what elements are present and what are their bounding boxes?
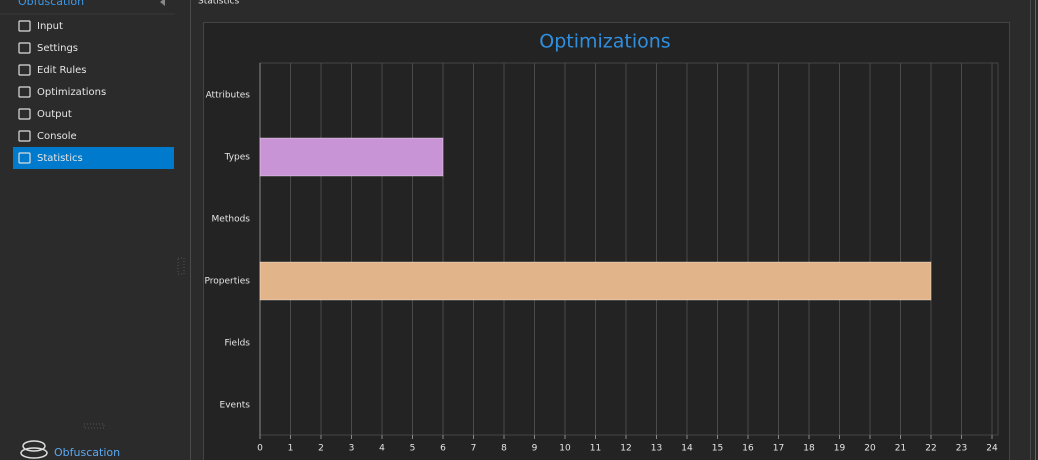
bar xyxy=(259,261,932,301)
sidebar: Obfuscation Obfuscation Input Settings Edi… xyxy=(0,0,185,459)
nav-item[interactable]: Console xyxy=(37,131,77,142)
splitter-grip[interactable] xyxy=(83,423,105,429)
x-tick-label: 9 xyxy=(532,444,538,454)
x-tick-label: 1 xyxy=(288,444,294,454)
logo-icon xyxy=(22,440,46,452)
nav-item[interactable]: Input xyxy=(37,21,63,32)
nav-icon xyxy=(18,86,31,98)
x-tick-label: 5 xyxy=(410,444,416,454)
x-tick-label: 3 xyxy=(349,444,355,454)
logo xyxy=(20,440,48,459)
y-tick-label: Methods xyxy=(212,215,251,225)
x-tick-label: 0 xyxy=(257,444,263,454)
chart-panel xyxy=(203,22,1010,460)
y-tick-label: Properties xyxy=(205,277,251,287)
x-tick-label: 11 xyxy=(590,444,601,454)
nav-icon xyxy=(18,42,31,54)
nav-item[interactable]: Optimizations xyxy=(37,87,106,98)
nav-icon xyxy=(18,108,31,120)
y-tick-label: Fields xyxy=(225,339,251,349)
x-tick-label: 7 xyxy=(471,444,477,454)
nav-icon xyxy=(18,20,31,32)
nav-item[interactable]: Settings xyxy=(37,43,78,54)
x-tick-label: 6 xyxy=(440,444,446,454)
nav-item[interactable]: Statistics xyxy=(37,153,83,164)
group-title: Statistics xyxy=(198,0,239,7)
selection-highlight xyxy=(13,147,174,169)
x-tick-label: 13 xyxy=(651,444,662,454)
group-box xyxy=(190,0,1031,460)
x-tick-label: 10 xyxy=(559,444,571,454)
nav-item[interactable]: Edit Rules xyxy=(37,65,87,76)
y-tick-label: Types xyxy=(224,153,251,163)
sidebar-title: Obfuscation xyxy=(18,0,84,8)
nav-icon xyxy=(18,64,31,76)
x-tick-label: 23 xyxy=(956,444,967,454)
x-tick-label: 12 xyxy=(620,444,631,454)
footer-text: Obfuscation xyxy=(54,446,120,459)
logo-icon xyxy=(20,447,48,459)
chart: 0 1 2 3 4 5 6 7 8 9 10 11 12 13 14 15 16 17 18 19 20 21 22 23 24… xyxy=(205,62,999,454)
y-tick-label: Attributes xyxy=(206,91,251,101)
x-tick-label: 20 xyxy=(864,444,876,454)
x-tick-label: 18 xyxy=(803,444,815,454)
x-tick-label: 8 xyxy=(501,444,507,454)
collapse-arrow[interactable] xyxy=(160,0,165,6)
nav-item[interactable]: Output xyxy=(37,109,72,120)
x-tick-label: 16 xyxy=(742,444,754,454)
nav-icon xyxy=(18,130,31,142)
x-tick-label: 15 xyxy=(712,444,723,454)
x-tick-label: 24 xyxy=(986,444,998,454)
splitter-grip[interactable] xyxy=(177,257,185,275)
x-tick-label: 2 xyxy=(318,444,324,454)
x-tick-label: 19 xyxy=(834,444,846,454)
bar xyxy=(259,137,444,177)
y-tick-label: Events xyxy=(220,401,251,411)
nav-icon xyxy=(18,152,31,164)
x-tick-label: 14 xyxy=(681,444,693,454)
x-tick-label: 17 xyxy=(773,444,784,454)
chart-title: Optimizations xyxy=(539,31,670,53)
x-tick-label: 22 xyxy=(925,444,936,454)
x-tick-label: 21 xyxy=(895,444,906,454)
x-tick-label: 4 xyxy=(379,444,385,454)
